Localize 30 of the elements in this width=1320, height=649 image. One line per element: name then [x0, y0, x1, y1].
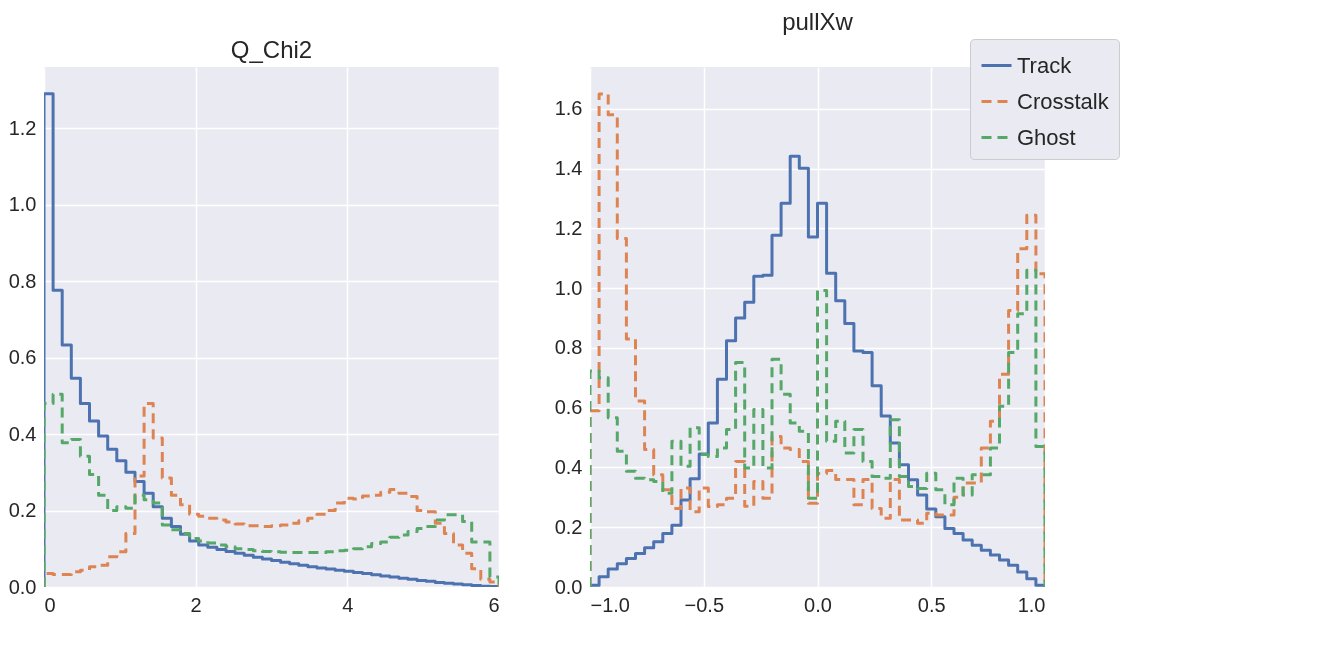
y-tick-label: 1.0 — [8, 193, 37, 216]
legend-label: Crosstalk — [1017, 88, 1110, 114]
y-tick-label: 0.8 — [8, 269, 37, 292]
x-tick-label: 0 — [44, 593, 56, 616]
y-tick-label: 1.6 — [554, 97, 583, 120]
y-tick-label: 0.2 — [554, 515, 583, 538]
x-tick-label: 0.5 — [917, 593, 946, 616]
y-tick-label: 0.6 — [554, 396, 583, 419]
y-tick-label: 0.6 — [8, 346, 37, 369]
legend-label: Ghost — [1017, 124, 1076, 150]
x-tick-label: 1.0 — [1017, 593, 1046, 616]
y-tick-label: 0.4 — [8, 422, 37, 445]
x-tick-label: 2 — [190, 593, 202, 616]
y-tick-label: 1.0 — [554, 276, 583, 299]
y-tick-label: 0.2 — [8, 499, 37, 522]
y-tick-label: 1.4 — [554, 157, 583, 180]
chart-title: pullXw — [782, 7, 854, 35]
y-tick-label: 0.8 — [554, 336, 583, 359]
x-tick-label: 0.0 — [804, 593, 832, 616]
y-tick-label: 0.4 — [554, 455, 583, 478]
y-tick-label: 0.0 — [554, 575, 583, 598]
x-tick-label: 4 — [342, 593, 354, 616]
y-tick-label: 0.0 — [8, 575, 37, 598]
x-tick-label: 6 — [488, 593, 500, 616]
y-tick-label: 1.2 — [8, 116, 37, 139]
x-tick-label: −0.5 — [684, 593, 724, 616]
y-tick-label: 1.2 — [554, 216, 583, 239]
x-tick-label: −1.0 — [590, 593, 630, 616]
legend-label: Track — [1017, 52, 1073, 78]
chart-title: Q_Chi2 — [230, 36, 313, 63]
